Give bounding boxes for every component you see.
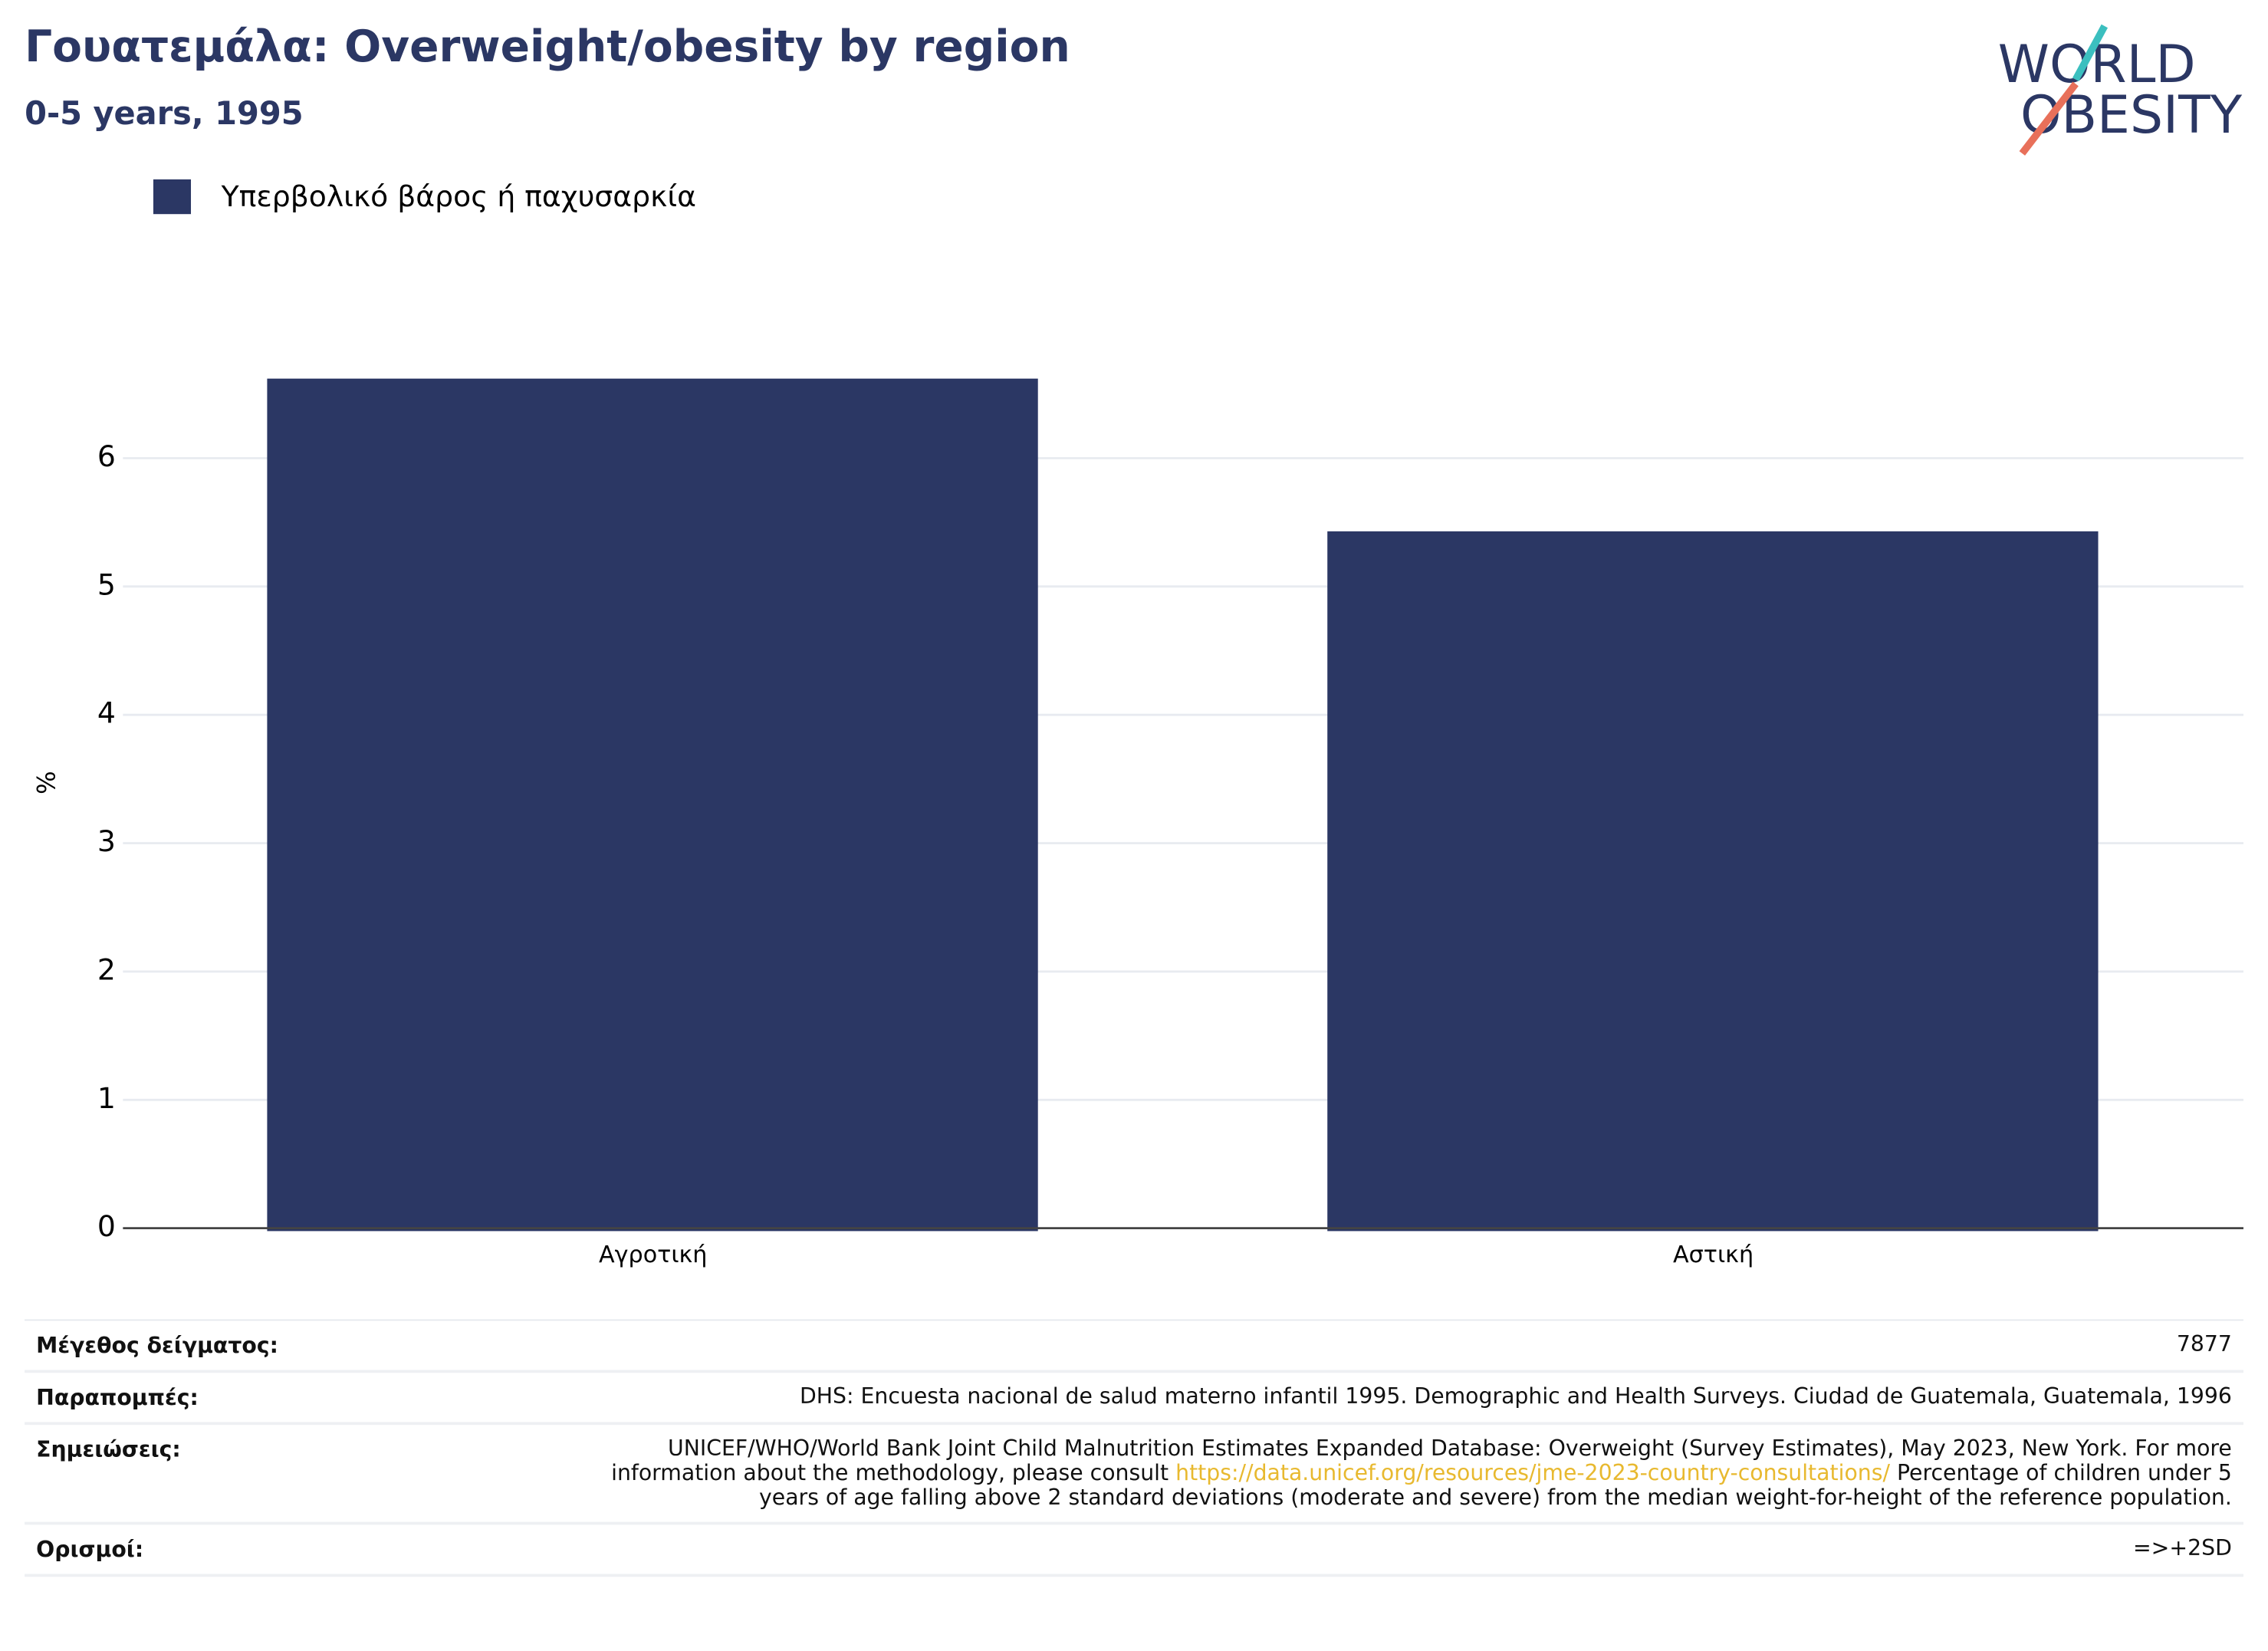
y-tick-label: 1 — [97, 1081, 116, 1115]
notes-link[interactable]: https://data.unicef.org/resources/jme-20… — [1175, 1459, 1890, 1486]
info-table: Μέγεθος δείγματος: 7877 Παραπομπές: DHS: E… — [25, 1319, 2243, 1577]
y-tick-label: 4 — [97, 696, 116, 730]
logo-slash — [2019, 81, 2079, 156]
bar — [1327, 531, 2099, 1232]
chart: Γουατεμάλα: Overweight/obesity by region… — [25, 21, 2243, 1268]
y-tick-label: 2 — [97, 952, 116, 986]
y-tick-label: 5 — [97, 567, 116, 601]
row-label: Παραπομπές: — [36, 1384, 199, 1411]
row-value: 7877 — [2176, 1330, 2232, 1357]
legend-swatch — [153, 179, 192, 215]
row-value: DHS: Encuesta nacional de salud materno … — [799, 1383, 2232, 1409]
y-tick-label: 3 — [97, 824, 116, 858]
x-tick-label: Αγροτική — [599, 1242, 707, 1268]
row-value: UNICEF/WHO/World Bank Joint Child Malnut… — [583, 1436, 2232, 1510]
notes-text: UNICEF/WHO/World Bank Joint Child Malnut… — [611, 1435, 2232, 1486]
row-label: Σημειώσεις: — [36, 1436, 181, 1463]
info-row: Μέγεθος δείγματος: 7877 — [25, 1320, 2243, 1373]
chart-title: Γουατεμάλα: Overweight/obesity by region — [25, 21, 1070, 72]
legend-label: Υπερβολικό βάρος ή παχυσαρκία — [221, 179, 696, 213]
chart-subtitle: 0-5 years, 1995 — [25, 94, 304, 132]
row-label: Μέγεθος δείγματος: — [36, 1332, 278, 1359]
y-tick-label: 6 — [97, 439, 116, 473]
info-row: Σημειώσεις: UNICEF/WHO/World Bank Joint C… — [25, 1425, 2243, 1525]
y-tick-label: 0 — [97, 1209, 116, 1243]
logo-slash — [2072, 24, 2109, 82]
logo-line: OBESITY — [2020, 85, 2243, 146]
row-value: =>+2SD — [2132, 1534, 2232, 1561]
info-row: Παραπομπές: DHS: Encuesta nacional de sal… — [25, 1373, 2243, 1426]
info-row: Ορισμοί: =>+2SD — [25, 1524, 2243, 1577]
notes-text: Percentage of children under 5 years of … — [759, 1459, 2232, 1511]
row-label: Ορισμοί: — [36, 1536, 144, 1563]
x-tick-label: Αστική — [1673, 1242, 1754, 1268]
bar — [267, 378, 1038, 1232]
y-axis-label: % — [31, 771, 61, 794]
